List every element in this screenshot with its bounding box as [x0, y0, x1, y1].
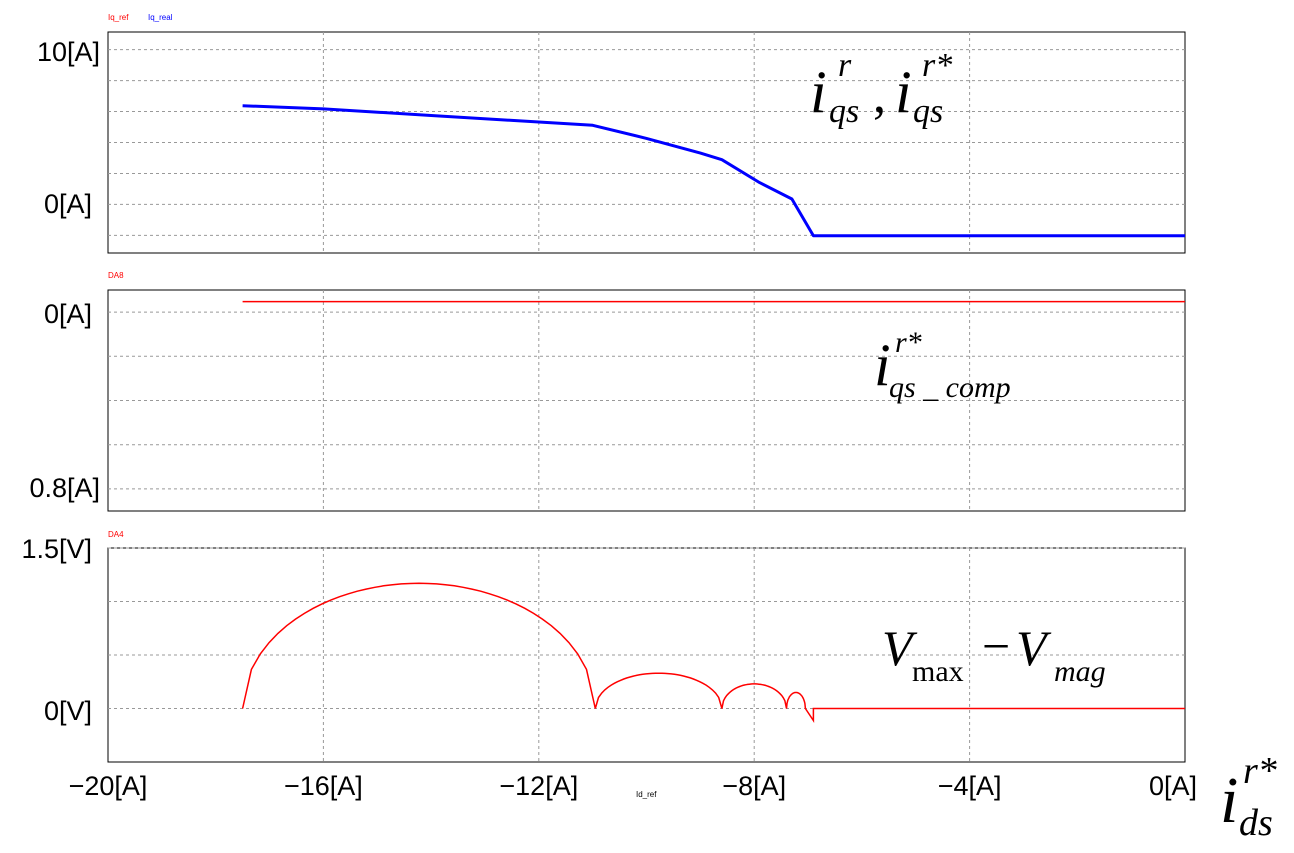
ytick-0V: 0[V]	[44, 696, 92, 726]
ytick-0A-top: 0[A]	[44, 189, 92, 219]
svg-text:qs: qs	[829, 93, 859, 130]
panel-iqs-comp-grid	[108, 290, 1185, 511]
panel-iq-frame	[107, 31, 1186, 254]
ytick-10A: 10[A]	[37, 37, 100, 67]
x-axis-symbol: i r* ds	[1220, 750, 1277, 844]
svg-text:,: ,	[873, 67, 886, 124]
svg-text:r: r	[838, 47, 852, 84]
panel-vdiff: DA4 1.5[V] 0[V] V max − V mag	[21, 530, 1186, 763]
xtick-label: −16[A]	[284, 771, 363, 801]
panel-iq-grid	[108, 32, 1185, 253]
x-axis: −20[A] −16[A] −12[A] −8[A] −4[A] 0[A]	[69, 771, 1197, 801]
svg-text:r*: r*	[895, 326, 922, 359]
panel-iqs-comp-frame	[107, 289, 1186, 512]
svg-text:i: i	[810, 59, 827, 125]
x-axis-center-label: Id_ref	[636, 790, 657, 799]
legend-iq-real: Iq_real	[148, 13, 173, 22]
xtick-label: −20[A]	[69, 771, 148, 801]
series-line-da4	[241, 582, 1185, 723]
series-line-iq-real	[242, 104, 1185, 238]
svg-text:V: V	[882, 620, 918, 676]
xtick-label: −12[A]	[499, 771, 578, 801]
svg-text:r*: r*	[922, 47, 952, 84]
xtick-label: 0[A]	[1149, 771, 1197, 801]
annotation-iqs: i r qs , i r* qs	[810, 47, 952, 130]
svg-text:qs: qs	[913, 93, 943, 130]
ytick-1.5V: 1.5[V]	[21, 534, 92, 564]
ytick-0A-mid: 0[A]	[44, 299, 92, 329]
annotation-iqs-comp: i r* qs _ comp	[874, 326, 1011, 404]
svg-text:i: i	[874, 332, 891, 398]
legend-iq-ref: Iq_ref	[108, 13, 129, 22]
xtick-label: −4[A]	[938, 771, 1002, 801]
xtick-label: −8[A]	[722, 771, 786, 801]
svg-text:max: max	[912, 655, 964, 688]
svg-text:qs _ comp: qs _ comp	[889, 371, 1011, 404]
panel-vdiff-series	[241, 582, 1185, 723]
svg-text:r*: r*	[1243, 750, 1277, 792]
panel-iq: Iq_ref Iq_real 10[A] 0[A] i r qs , i r* …	[37, 13, 1186, 254]
legend-da4: DA4	[108, 530, 124, 539]
svg-text:ds: ds	[1239, 802, 1273, 844]
svg-text:i: i	[1220, 764, 1238, 837]
svg-text:−: −	[982, 618, 1010, 674]
panel-vdiff-frame	[107, 547, 1186, 763]
ytick-0.8A: 0.8[A]	[29, 473, 100, 503]
svg-text:V: V	[1016, 620, 1052, 676]
svg-text:mag: mag	[1054, 655, 1106, 688]
panel-iq-series	[242, 104, 1185, 238]
panel-iqs-comp: DA8 0[A] 0.8[A] i r* qs _ comp	[29, 271, 1186, 512]
annotation-vmax-vmag: V max − V mag	[882, 618, 1106, 688]
svg-text:i: i	[895, 59, 912, 125]
legend-da8: DA8	[108, 271, 124, 280]
